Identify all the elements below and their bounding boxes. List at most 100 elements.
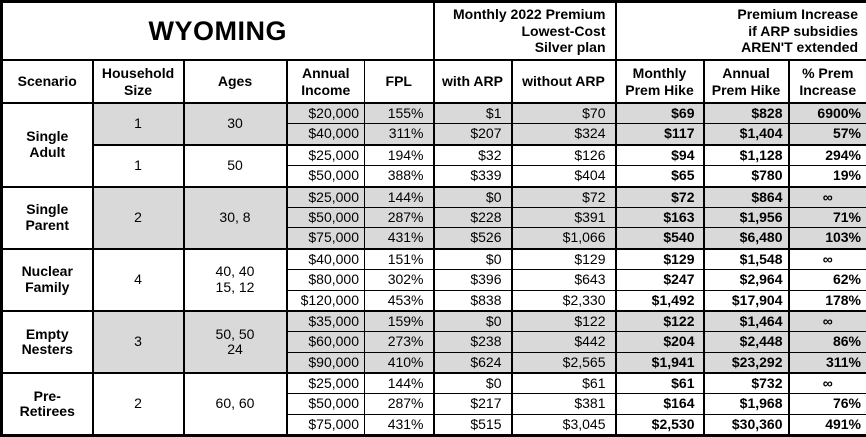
annual-income-cell: $35,000: [287, 311, 365, 332]
annual-income-cell: $75,000: [287, 414, 365, 435]
monthly-prem-hike-cell: $94: [616, 145, 704, 166]
fpl-cell: 144%: [365, 187, 434, 208]
annual-income-cell: $50,000: [287, 207, 365, 227]
annual-prem-hike-cell: $1,968: [704, 394, 789, 414]
pct-increase-cell: 71%: [789, 207, 866, 227]
without-arp-cell: $70: [512, 103, 616, 124]
household-size-cell: 4: [93, 249, 184, 311]
annual-prem-hike-cell: $1,404: [704, 124, 789, 145]
scenario-cell: Empty Nesters: [2, 311, 93, 373]
premium-group-header: Monthly 2022 Premium Lowest-Cost Silver …: [434, 2, 616, 61]
pct-increase-cell: 57%: [789, 124, 866, 145]
with-arp-cell: $838: [434, 290, 512, 311]
column-header-household-size: Household Size: [93, 60, 184, 103]
column-header-pct-prem-increase: % Prem Increase: [789, 60, 866, 103]
annual-income-cell: $25,000: [287, 373, 365, 394]
without-arp-cell: $404: [512, 166, 616, 187]
monthly-prem-hike-cell: $1,941: [616, 352, 704, 373]
with-arp-cell: $624: [434, 352, 512, 373]
fpl-cell: 287%: [365, 207, 434, 227]
with-arp-cell: $217: [434, 394, 512, 414]
ages-cell: 50: [184, 145, 287, 187]
monthly-prem-hike-cell: $204: [616, 332, 704, 352]
annual-prem-hike-cell: $2,964: [704, 270, 789, 290]
with-arp-cell: $228: [434, 207, 512, 227]
scenario-cell: Single Adult: [2, 103, 93, 187]
fpl-cell: 388%: [365, 166, 434, 187]
annual-prem-hike-cell: $828: [704, 103, 789, 124]
pct-increase-cell: ∞: [789, 187, 866, 208]
annual-income-cell: $120,000: [287, 290, 365, 311]
with-arp-cell: $0: [434, 249, 512, 270]
annual-prem-hike-cell: $17,904: [704, 290, 789, 311]
annual-prem-hike-cell: $1,464: [704, 311, 789, 332]
with-arp-cell: $32: [434, 145, 512, 166]
without-arp-cell: $3,045: [512, 414, 616, 435]
without-arp-cell: $391: [512, 207, 616, 227]
increase-group-header: Premium Increase if ARP subsidies AREN'T…: [616, 2, 866, 61]
pct-increase-cell: 76%: [789, 394, 866, 414]
household-size-cell: 3: [93, 311, 184, 373]
without-arp-cell: $129: [512, 249, 616, 270]
with-arp-cell: $339: [434, 166, 512, 187]
monthly-prem-hike-cell: $72: [616, 187, 704, 208]
column-header-scenario: Scenario: [2, 60, 93, 103]
column-header-annual-prem-hike: Annual Prem Hike: [704, 60, 789, 103]
column-header-monthly-prem-hike: Monthly Prem Hike: [616, 60, 704, 103]
column-header-without-arp: without ARP: [512, 60, 616, 103]
with-arp-cell: $0: [434, 373, 512, 394]
annual-prem-hike-cell: $1,128: [704, 145, 789, 166]
pct-increase-cell: ∞: [789, 311, 866, 332]
pct-increase-cell: 62%: [789, 270, 866, 290]
without-arp-cell: $2,565: [512, 352, 616, 373]
annual-income-cell: $25,000: [287, 187, 365, 208]
with-arp-cell: $238: [434, 332, 512, 352]
pct-increase-cell: 6900%: [789, 103, 866, 124]
monthly-prem-hike-cell: $122: [616, 311, 704, 332]
without-arp-cell: $1,066: [512, 228, 616, 249]
pct-increase-cell: 491%: [789, 414, 866, 435]
monthly-prem-hike-cell: $247: [616, 270, 704, 290]
monthly-prem-hike-cell: $163: [616, 207, 704, 227]
with-arp-cell: $1: [434, 103, 512, 124]
ages-cell: 50, 50 24: [184, 311, 287, 373]
annual-prem-hike-cell: $6,480: [704, 228, 789, 249]
annual-income-cell: $90,000: [287, 352, 365, 373]
monthly-prem-hike-cell: $65: [616, 166, 704, 187]
without-arp-cell: $72: [512, 187, 616, 208]
annual-prem-hike-cell: $864: [704, 187, 789, 208]
annual-income-cell: $60,000: [287, 332, 365, 352]
household-size-cell: 2: [93, 373, 184, 436]
fpl-cell: 287%: [365, 394, 434, 414]
fpl-cell: 151%: [365, 249, 434, 270]
fpl-cell: 273%: [365, 332, 434, 352]
ages-cell: 30: [184, 103, 287, 145]
table-title: WYOMING: [2, 2, 434, 61]
annual-income-cell: $50,000: [287, 166, 365, 187]
annual-income-cell: $20,000: [287, 103, 365, 124]
column-header-ages: Ages: [184, 60, 287, 103]
ages-cell: 60, 60: [184, 373, 287, 436]
monthly-prem-hike-cell: $129: [616, 249, 704, 270]
pct-increase-cell: 19%: [789, 166, 866, 187]
annual-prem-hike-cell: $1,956: [704, 207, 789, 227]
pct-increase-cell: 178%: [789, 290, 866, 311]
without-arp-cell: $2,330: [512, 290, 616, 311]
pct-increase-cell: 294%: [789, 145, 866, 166]
scenario-cell: Nuclear Family: [2, 249, 93, 311]
ages-cell: 40, 40 15, 12: [184, 249, 287, 311]
annual-income-cell: $80,000: [287, 270, 365, 290]
monthly-prem-hike-cell: $2,530: [616, 414, 704, 435]
without-arp-cell: $324: [512, 124, 616, 145]
fpl-cell: 431%: [365, 414, 434, 435]
header-group-row: WYOMING Monthly 2022 Premium Lowest-Cost…: [2, 2, 866, 61]
annual-prem-hike-cell: $1,548: [704, 249, 789, 270]
monthly-prem-hike-cell: $540: [616, 228, 704, 249]
annual-income-cell: $50,000: [287, 394, 365, 414]
annual-prem-hike-cell: $30,360: [704, 414, 789, 435]
monthly-prem-hike-cell: $164: [616, 394, 704, 414]
pct-increase-cell: 103%: [789, 228, 866, 249]
monthly-prem-hike-cell: $61: [616, 373, 704, 394]
